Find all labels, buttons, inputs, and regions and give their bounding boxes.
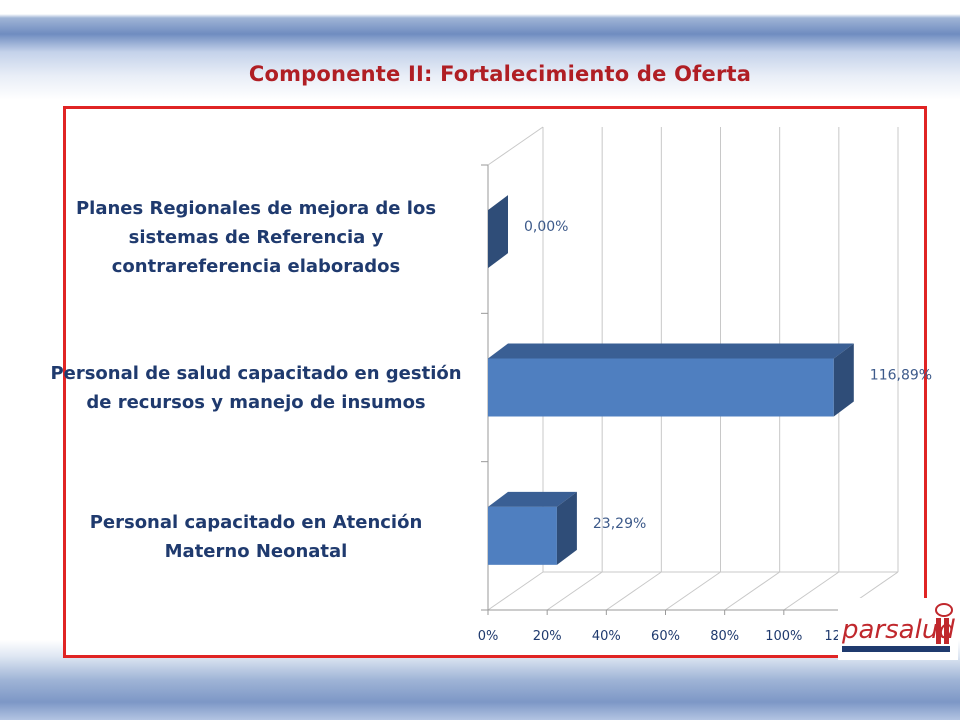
x-tick-label: 20% xyxy=(533,629,562,644)
gridline-floor-1 xyxy=(546,571,603,611)
logo-swirl-icon xyxy=(935,603,953,617)
gridline-floor-2 xyxy=(606,571,662,611)
logo-bar-2 xyxy=(944,618,949,644)
category-label: Planes Regionales de mejora de los sistem… xyxy=(46,194,466,281)
category-label: Personal capacitado en Atención Materno N… xyxy=(46,508,466,566)
x-tick-label: 40% xyxy=(592,629,621,644)
gridline-floor-0 xyxy=(487,571,544,611)
category-label-line: Planes Regionales de mejora de los xyxy=(75,197,437,219)
bar-side xyxy=(488,195,508,269)
gridline-floor-4 xyxy=(724,571,780,611)
bar-top xyxy=(488,491,577,507)
parsalud-logo: parsalud xyxy=(838,598,958,660)
gridline-floor-3 xyxy=(665,571,721,611)
x-tick-label: 0% xyxy=(478,629,499,644)
bar-side xyxy=(833,343,854,417)
category-label-line: sistemas de Referencia y xyxy=(128,226,384,248)
category-label-line: Personal de salud capacitado en gestión xyxy=(50,363,462,384)
bar xyxy=(488,506,557,565)
category-label-line: Materno Neonatal xyxy=(164,541,348,562)
x-tick-label: 100% xyxy=(765,629,802,644)
slide-title: Componente II: Fortalecimiento de Oferta xyxy=(248,62,752,86)
bar-top xyxy=(488,343,854,359)
x-tick-label: 60% xyxy=(651,629,680,644)
gridline-floor-5 xyxy=(783,571,840,611)
bar-side xyxy=(556,491,577,565)
logo-tagline-band xyxy=(842,646,950,652)
category-label-line: de recursos y manejo de insumos xyxy=(86,392,426,413)
category-label-line: Personal capacitado en Atención xyxy=(89,512,423,533)
header-band xyxy=(0,0,960,100)
logo-bar-1 xyxy=(936,618,941,644)
sidewall-top-edge xyxy=(487,126,544,166)
category-label: Personal de salud capacitado en gestión d… xyxy=(46,359,466,417)
category-label-line: contrareferencia elaborados xyxy=(111,255,401,277)
data-label: 23,29% xyxy=(593,516,646,532)
x-tick-label: 80% xyxy=(710,629,739,644)
bar xyxy=(488,358,834,417)
data-label: 116,89% xyxy=(870,368,932,384)
parsalud-logo-mark: parsalud xyxy=(841,603,955,652)
data-label: 0,00% xyxy=(524,219,568,235)
